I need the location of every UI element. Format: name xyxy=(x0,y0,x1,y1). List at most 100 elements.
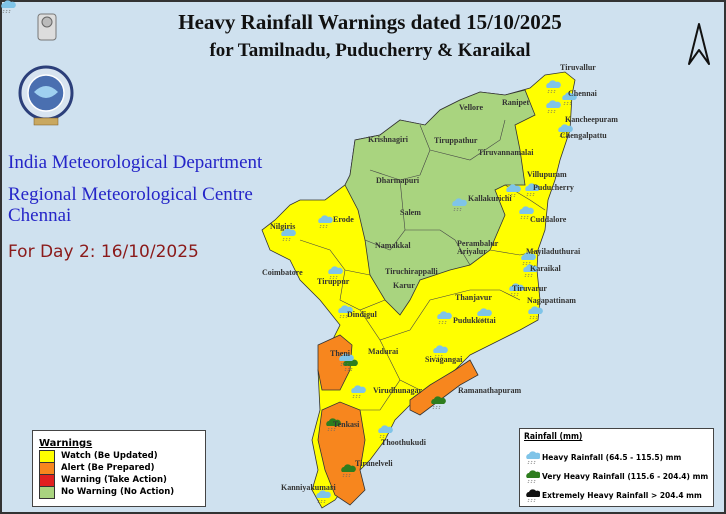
district-label-dindigul[interactable]: Dindigul xyxy=(347,310,378,319)
district-label-tirunelveli[interactable]: Tirunelveli xyxy=(355,459,393,468)
district-label-virudhunagar[interactable]: Virudhunagar xyxy=(373,386,423,395)
district-label-kanniyakumari[interactable]: Kanniyakumari xyxy=(281,483,336,492)
alert-area-tenkasi-tirunelveli xyxy=(317,401,366,506)
district-label-erode[interactable]: Erode xyxy=(333,215,354,224)
district-label-nagapattinam[interactable]: Nagapattinam xyxy=(527,296,576,305)
rain-icon-tiruvarur xyxy=(509,283,524,297)
district-label-tiruvannamalai[interactable]: Tiruvannamalai xyxy=(478,148,534,157)
org-name: India Meteorological Department xyxy=(8,152,263,173)
rain-icon-chennai xyxy=(562,92,577,106)
district-label-madurai[interactable]: Madurai xyxy=(368,347,399,356)
district-label-tiruppathur[interactable]: Tiruppathur xyxy=(434,136,478,145)
rain-icon-chengalpattu xyxy=(558,124,573,138)
legend-label: Very Heavy Rainfall (115.6 - 204.4) mm xyxy=(542,472,709,481)
rain-icon-kallakurichi xyxy=(452,198,467,212)
district-label-ramanathapuram[interactable]: Ramanathapuram xyxy=(458,386,521,395)
rain-icon-dindigul xyxy=(338,305,353,319)
district-label-theni[interactable]: Theni xyxy=(330,349,351,358)
district-label-nilgiris[interactable]: Nilgiris xyxy=(270,222,295,231)
cloud-rain-black-icon xyxy=(526,488,540,502)
district-label-sivagangai[interactable]: Sivagangai xyxy=(425,355,463,364)
district-label-coimbatore[interactable]: Coimbatore xyxy=(262,268,303,277)
legend-very-heavy-rain: Very Heavy Rainfall (115.6 - 204.4) mm xyxy=(524,467,713,486)
rain-icon-pudukkottai xyxy=(477,308,492,322)
district-label-karaikal[interactable]: Karaikal xyxy=(530,264,561,273)
district-label-namakkal[interactable]: Namakkal xyxy=(375,241,411,250)
no-warning-area xyxy=(344,89,536,316)
warnings-legend: Warnings Watch (Be Updated) Alert (Be Pr… xyxy=(32,430,206,507)
legend-label: Extremely Heavy Rainfall > 204.4 mm xyxy=(542,491,702,500)
rain-icon-madurai xyxy=(339,353,354,367)
district-label-tiruchirappalli[interactable]: Tiruchirappalli xyxy=(385,267,439,276)
legend-alert: Alert (Be Prepared) xyxy=(39,461,205,475)
district-label-perambalur[interactable]: Perambalur xyxy=(457,239,499,248)
district-label-pudukkottai[interactable]: Pudukkottai xyxy=(453,316,496,325)
alert-area-ramanathapuram xyxy=(409,359,479,416)
org-city: Chennai xyxy=(8,205,72,226)
district-label-puducherry[interactable]: Puducherry xyxy=(533,183,574,192)
rain-icon-puducherry xyxy=(525,183,540,197)
map-subtitle: for Tamilnadu, Puducherry & Karaikal xyxy=(209,40,531,61)
alert-area-theni xyxy=(317,334,353,391)
rain-icon-tiruppur xyxy=(328,266,343,280)
rain-icon-cuddalore xyxy=(519,206,534,220)
rain-icon-virudhunagar xyxy=(351,385,366,399)
legend-label: Alert (Be Prepared) xyxy=(61,463,155,473)
map-title: Heavy Rainfall Warnings dated 15/10/2025 xyxy=(178,10,562,34)
legend-label: Watch (Be Updated) xyxy=(61,451,158,461)
rain-icon-kanniyakumari xyxy=(316,490,331,504)
district-label-tiruvallur[interactable]: Tiruvallur xyxy=(560,63,596,72)
rain-icon-coimbatore xyxy=(1,0,16,14)
rain-icon-tirunelveli xyxy=(341,464,356,478)
legend-heavy-rain: Heavy Rainfall (64.5 - 115.5) mm xyxy=(524,448,713,467)
rain-icon-thanjavur xyxy=(437,311,452,325)
district-label-salem[interactable]: Salem xyxy=(400,208,421,217)
imd-emblem-logo xyxy=(18,13,74,126)
district-label-tiruppur[interactable]: Tiruppur xyxy=(317,277,350,286)
district-label-dharmapuri[interactable]: Dharmapuri xyxy=(376,176,420,185)
legend-label: Heavy Rainfall (64.5 - 115.5) mm xyxy=(542,453,682,462)
district-label-ariyalur[interactable]: Ariyalur xyxy=(457,247,487,256)
legend-warning: Warning (Take Action) xyxy=(39,473,205,487)
rainfall-legend: Rainfall (mm) Heavy Rainfall (64.5 - 115… xyxy=(519,428,714,507)
district-label-cuddalore[interactable]: Cuddalore xyxy=(530,215,567,224)
district-label-chengalpattu[interactable]: Chengalpattu xyxy=(560,131,607,140)
legend-label: Warning (Take Action) xyxy=(61,475,167,485)
district-label-tenkasi[interactable]: Tenkasi xyxy=(333,420,360,429)
org-centre: Regional Meteorological Centre xyxy=(8,184,253,205)
district-label-kancheepuram[interactable]: Kancheepuram xyxy=(565,115,618,124)
district-label-kallakurichi[interactable]: Kallakurichi xyxy=(468,194,512,203)
district-label-villupuram[interactable]: Villupuram xyxy=(527,170,567,179)
rain-icon-thoothukudi xyxy=(378,425,393,439)
district-label-tiruvarur[interactable]: Tiruvarur xyxy=(512,284,547,293)
district-label-thanjavur[interactable]: Thanjavur xyxy=(455,293,492,302)
rain-icon-kancheepuram xyxy=(546,100,561,114)
district-label-mayiladuthurai[interactable]: Mayiladuthurai xyxy=(526,247,581,256)
legend-extremely-heavy-rain: Extremely Heavy Rainfall > 204.4 mm xyxy=(524,486,713,505)
swatch-no-warning xyxy=(39,485,55,499)
forecast-day: For Day 2: 16/10/2025 xyxy=(8,242,199,262)
rain-icon-sivagangai xyxy=(433,345,448,359)
legend-no-warning: No Warning (No Action) xyxy=(39,485,205,499)
legend-label: No Warning (No Action) xyxy=(61,487,175,497)
rainfall-legend-title: Rainfall (mm) xyxy=(524,432,583,442)
district-label-chennai[interactable]: Chennai xyxy=(568,89,598,98)
district-label-vellore[interactable]: Vellore xyxy=(459,103,483,112)
north-arrow-icon xyxy=(688,23,710,65)
legend-watch: Watch (Be Updated) xyxy=(39,449,205,463)
warnings-legend-title: Warnings xyxy=(39,438,93,449)
district-label-krishnagiri[interactable]: Krishnagiri xyxy=(368,135,409,144)
rain-icon-erode xyxy=(318,215,333,229)
rain-icon-karaikal xyxy=(523,264,538,278)
rain-icon-tiruvallur xyxy=(546,80,561,94)
rain-icon-villupuram xyxy=(506,184,521,198)
district-label-karur[interactable]: Karur xyxy=(393,281,415,290)
district-label-ranipet[interactable]: Ranipet xyxy=(502,98,529,107)
cloud-rain-green-icon xyxy=(526,469,540,483)
district-label-thoothukudi[interactable]: Thoothukudi xyxy=(381,438,427,447)
cloud-rain-lightblue-icon xyxy=(526,450,540,464)
rain-icon-ramanathapuram xyxy=(431,396,446,410)
rain-icon-nagapattinam xyxy=(528,306,543,320)
